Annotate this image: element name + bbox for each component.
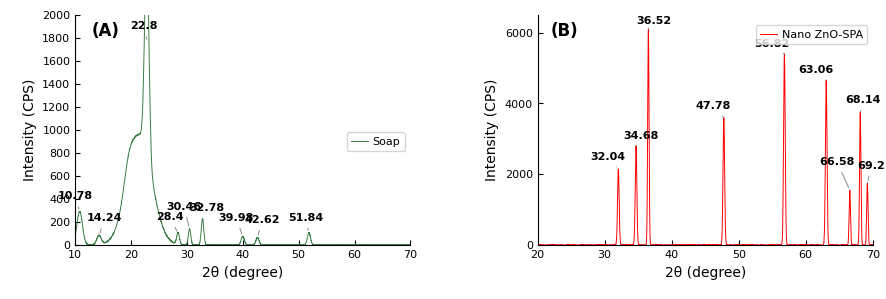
Soap: [191, 243, 202, 247]
Text: 28.4: 28.4: [157, 212, 184, 231]
X-axis label: 2θ (degree): 2θ (degree): [664, 266, 746, 280]
Soap: [70, 233, 81, 237]
Nano ZnO-SPA: [549, 243, 560, 247]
Text: 10.78: 10.78: [58, 191, 93, 209]
Soap: [283, 243, 293, 247]
Text: 32.78: 32.78: [190, 203, 225, 219]
Text: 39.98: 39.98: [219, 213, 253, 234]
Nano ZnO-SPA: [798, 243, 809, 247]
Text: 68.14: 68.14: [845, 95, 881, 112]
Nano ZnO-SPA: [781, 225, 791, 228]
Text: 36.52: 36.52: [636, 16, 672, 29]
Text: 63.06: 63.06: [798, 65, 834, 80]
Text: 69.2: 69.2: [858, 161, 885, 181]
Soap: [337, 243, 347, 247]
Text: 30.46: 30.46: [167, 202, 202, 226]
Text: 14.24: 14.24: [87, 213, 122, 233]
Soap: [268, 243, 279, 247]
Text: 22.8: 22.8: [130, 21, 158, 39]
Text: (A): (A): [92, 22, 120, 40]
Y-axis label: Intensity (CPS): Intensity (CPS): [23, 79, 36, 181]
Text: 47.78: 47.78: [696, 101, 731, 118]
Soap: [325, 243, 336, 247]
Y-axis label: Intensity (CPS): Intensity (CPS): [486, 79, 499, 181]
Nano ZnO-SPA: [643, 27, 654, 31]
Soap: [87, 243, 97, 246]
Text: 51.84: 51.84: [288, 213, 323, 231]
Text: 34.68: 34.68: [623, 131, 658, 146]
Nano ZnO-SPA: [745, 243, 756, 247]
Nano ZnO-SPA: [731, 243, 742, 247]
Line: Nano ZnO-SPA: Nano ZnO-SPA: [538, 29, 873, 245]
Nano ZnO-SPA: [532, 243, 543, 247]
Legend: Nano ZnO-SPA: Nano ZnO-SPA: [756, 25, 867, 44]
Nano ZnO-SPA: [707, 243, 718, 247]
Line: Soap: Soap: [75, 0, 410, 245]
Soap: [318, 243, 329, 247]
Text: 66.58: 66.58: [820, 157, 855, 188]
Text: 56.82: 56.82: [755, 39, 789, 54]
Text: (B): (B): [551, 22, 579, 40]
Nano ZnO-SPA: [654, 243, 664, 247]
Soap: [405, 243, 416, 247]
Text: 42.62: 42.62: [245, 215, 280, 235]
Text: 32.04: 32.04: [590, 152, 626, 167]
Nano ZnO-SPA: [867, 243, 878, 247]
Legend: Soap: Soap: [347, 132, 405, 151]
X-axis label: 2θ (degree): 2θ (degree): [202, 266, 284, 280]
